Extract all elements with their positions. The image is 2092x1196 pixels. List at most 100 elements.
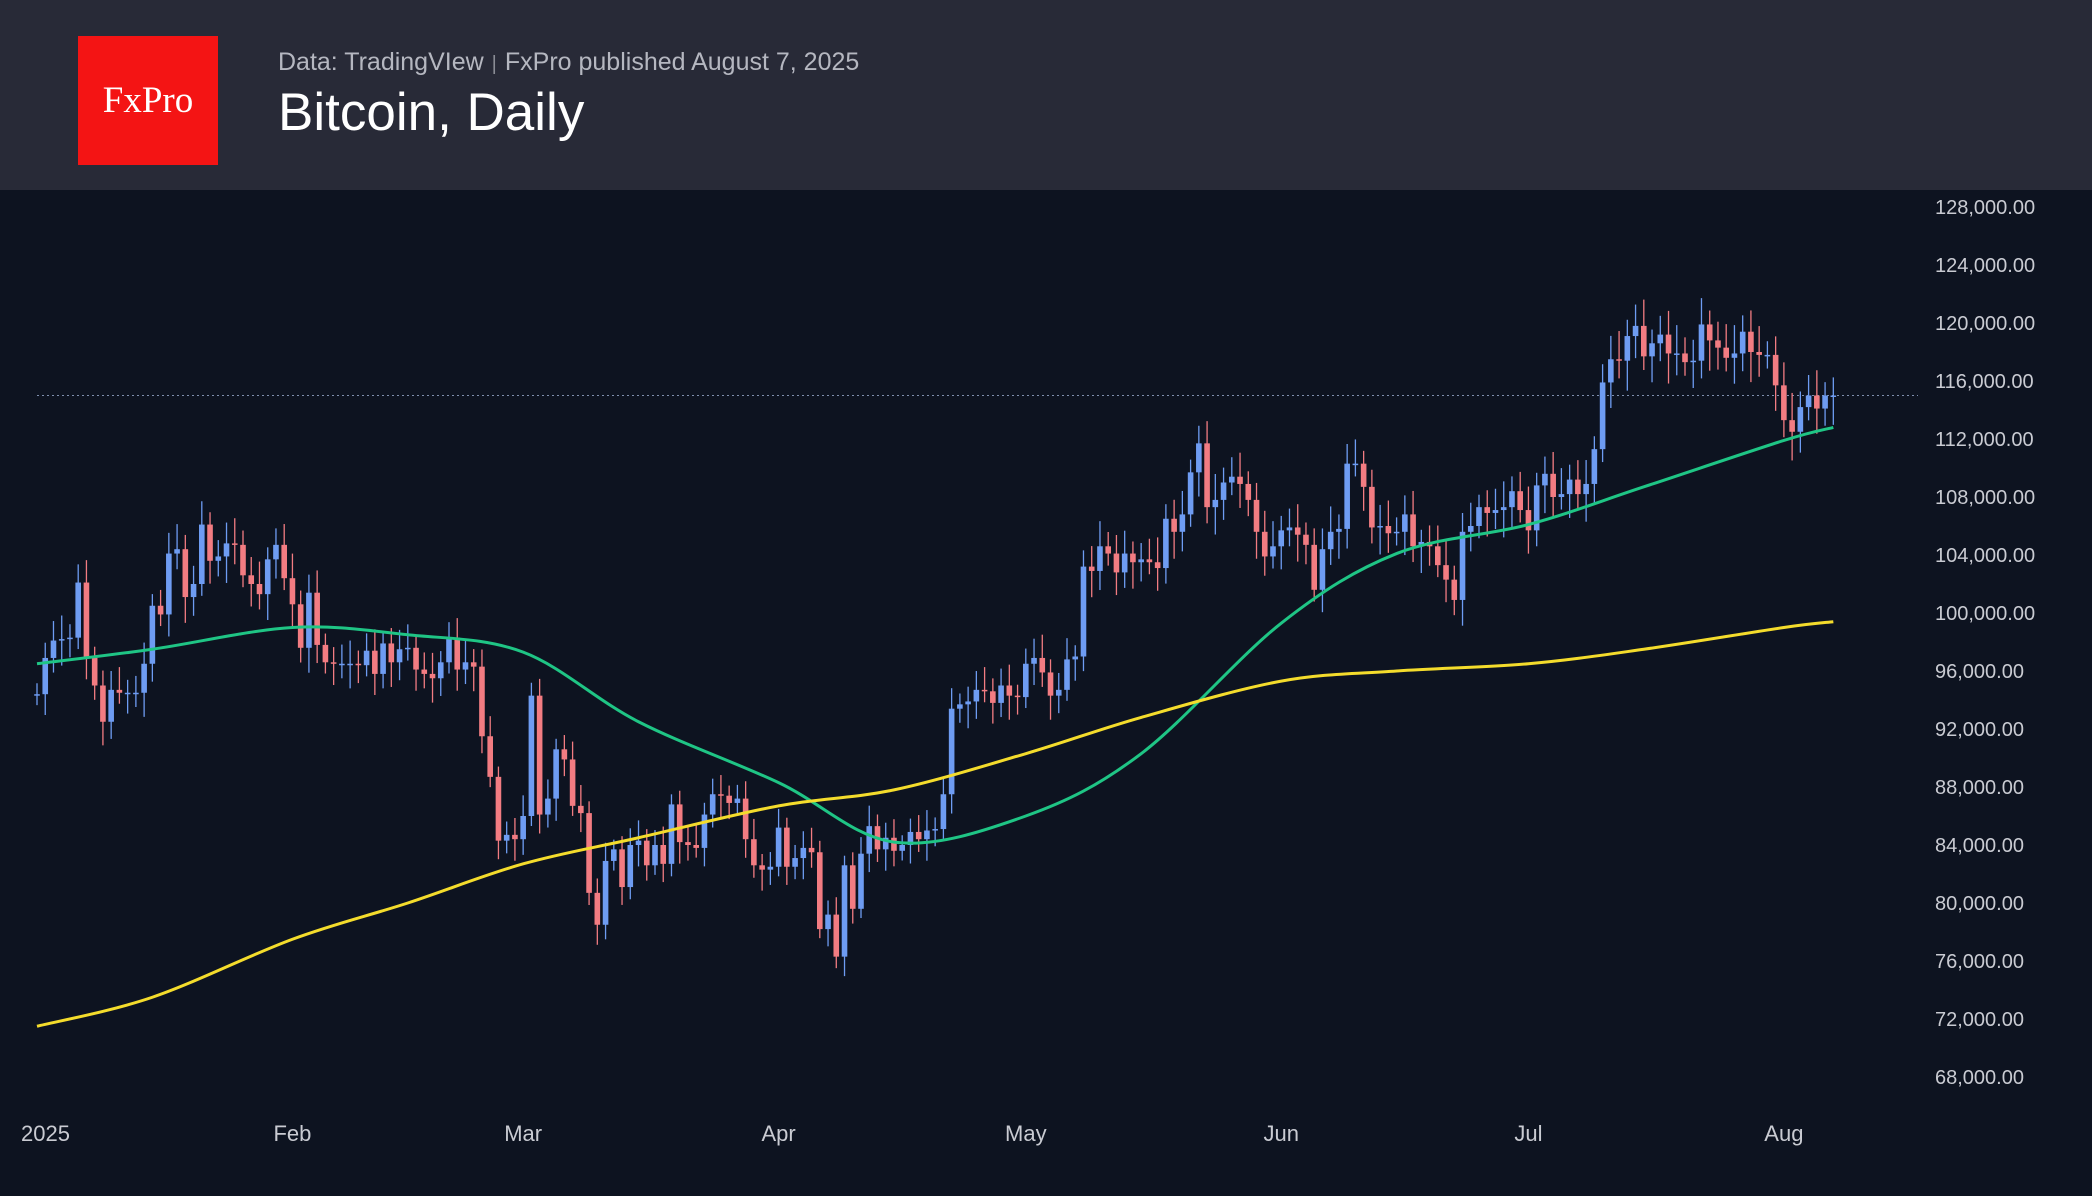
candle-body xyxy=(981,689,988,692)
candle-body xyxy=(157,605,164,615)
candle-body xyxy=(1393,531,1400,534)
data-source: Data: TradingVIew xyxy=(278,48,484,76)
candle-body xyxy=(660,845,667,864)
candle-body xyxy=(91,657,98,686)
candle-body xyxy=(973,689,980,702)
candle-body xyxy=(1410,514,1416,547)
candle-body xyxy=(1163,518,1169,569)
x-tick-label: Jun xyxy=(1263,1121,1298,1146)
candle-body xyxy=(1756,352,1762,355)
candle-body xyxy=(759,865,765,870)
y-tick-label: 80,000.00 xyxy=(1935,893,2024,915)
candle-body xyxy=(116,689,123,693)
candle-body xyxy=(149,605,156,664)
candle-body xyxy=(709,794,716,815)
candle-body xyxy=(1814,395,1820,409)
candle-body xyxy=(1476,507,1482,526)
candle-body xyxy=(652,845,658,866)
fxpro-logo: FxPro xyxy=(78,36,218,165)
candle-body xyxy=(1443,565,1449,580)
candle-body xyxy=(1229,476,1235,483)
candle-body xyxy=(998,685,1004,703)
candle-body xyxy=(1105,546,1111,554)
candle-body xyxy=(1739,331,1746,354)
candle-body xyxy=(34,694,40,696)
candle-body xyxy=(602,860,609,925)
candle-body xyxy=(199,524,205,584)
candle-body xyxy=(915,831,922,840)
candle-body xyxy=(1377,526,1383,528)
candle-body xyxy=(1360,463,1367,487)
candle-body xyxy=(1278,530,1285,547)
candle-body xyxy=(446,637,452,663)
candle-body xyxy=(718,794,724,796)
candle-body xyxy=(495,776,502,841)
candle-body xyxy=(685,842,691,845)
candle-body xyxy=(1113,553,1120,573)
candle-body xyxy=(1830,395,1837,397)
candle-body xyxy=(1715,340,1721,348)
candle-body xyxy=(1550,473,1556,497)
moving-average-long-line xyxy=(36,620,1834,1028)
candle-body xyxy=(1245,483,1252,500)
candle-body xyxy=(1286,527,1293,531)
candle-body xyxy=(1402,514,1408,532)
candle-body xyxy=(1154,562,1161,569)
candle-body xyxy=(1204,443,1210,508)
candle-body xyxy=(1822,395,1828,409)
candle-body xyxy=(882,837,889,850)
candle-body xyxy=(1121,553,1128,573)
candle-body xyxy=(611,849,617,861)
candle-body xyxy=(701,814,708,848)
y-tick-label: 100,000.00 xyxy=(1935,603,2035,625)
candle-body xyxy=(1212,499,1219,508)
candle-body xyxy=(528,695,535,816)
candle-body xyxy=(231,543,238,545)
candle-body xyxy=(553,749,559,799)
candle-body xyxy=(256,584,263,595)
candle-body xyxy=(1772,354,1779,386)
y-tick-label: 104,000.00 xyxy=(1935,545,2035,567)
candle-body xyxy=(1014,695,1021,698)
y-tick-label: 128,000.00 xyxy=(1935,197,2035,219)
candle-body xyxy=(1706,324,1713,341)
candle-body xyxy=(58,639,65,641)
candle-body xyxy=(437,662,444,679)
candle-body xyxy=(1023,663,1029,698)
candle-body xyxy=(1459,531,1466,600)
candle-body xyxy=(166,553,172,615)
candle-body xyxy=(248,575,255,584)
candle-body xyxy=(833,914,840,957)
candle-body xyxy=(751,839,757,866)
candle-body xyxy=(372,650,378,674)
candle-body xyxy=(363,650,370,666)
candle-body xyxy=(50,640,57,658)
candle-body xyxy=(965,701,971,705)
candle-body xyxy=(1492,510,1499,513)
candle-body xyxy=(1097,546,1103,571)
candle-body xyxy=(569,759,576,806)
candle-body xyxy=(1237,476,1243,484)
candle-body xyxy=(405,647,411,650)
candle-body xyxy=(726,795,732,803)
candle-body xyxy=(792,858,798,867)
x-tick-label: May xyxy=(1005,1121,1047,1146)
logo-text: FxPro xyxy=(102,80,194,121)
separator: | xyxy=(491,53,497,75)
candle-body xyxy=(1088,566,1095,571)
candle-body xyxy=(825,914,831,930)
candle-body xyxy=(924,830,930,840)
candle-body xyxy=(866,826,873,854)
candle-body xyxy=(322,644,329,663)
candle-body xyxy=(1327,531,1334,550)
y-tick-label: 76,000.00 xyxy=(1935,951,2024,973)
candle-body xyxy=(1682,353,1688,363)
candle-body xyxy=(1608,359,1614,383)
candle-body xyxy=(1435,546,1441,566)
candle-body xyxy=(545,798,551,815)
candle-body xyxy=(990,691,996,703)
candle-body xyxy=(1781,385,1787,421)
candle-body xyxy=(133,692,139,695)
candle-body xyxy=(1723,347,1729,358)
candle-body xyxy=(1072,656,1079,660)
